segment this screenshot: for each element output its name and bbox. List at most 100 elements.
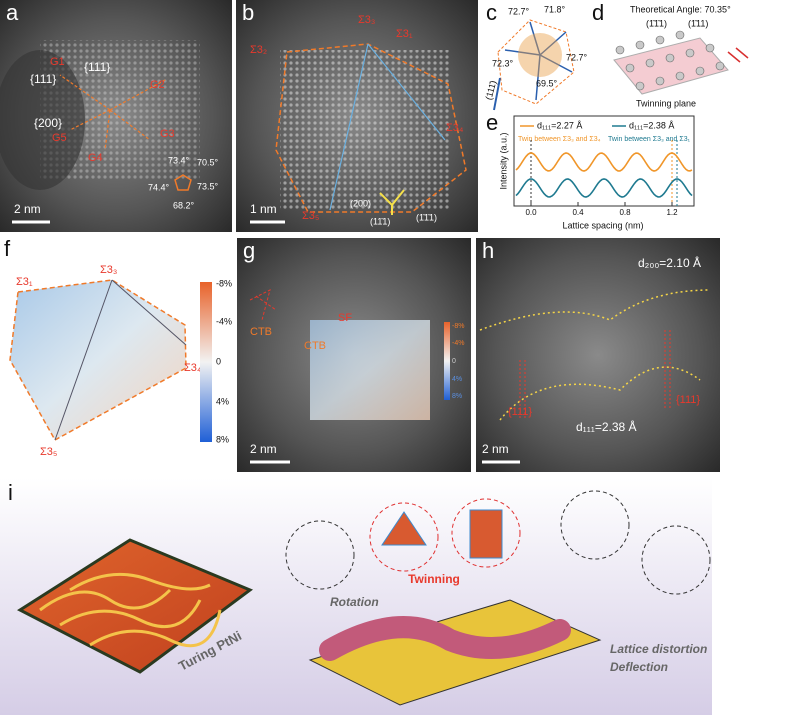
boundary bbox=[275, 43, 467, 213]
annotation: {111} bbox=[30, 72, 56, 86]
annotation: G1 bbox=[50, 56, 65, 68]
annotation: Σ3₄ bbox=[184, 362, 202, 374]
panel-label: e bbox=[486, 110, 498, 135]
colorbar-label: 0 bbox=[216, 356, 221, 366]
y-label: Intensity (a.u.) bbox=[498, 132, 508, 189]
annotation: 68.2° bbox=[173, 200, 195, 210]
direction-marker bbox=[379, 189, 405, 215]
inset bbox=[641, 525, 711, 595]
colorbar-label: 4% bbox=[216, 396, 229, 406]
annotation: 70.5° bbox=[197, 157, 219, 167]
annotation: SF bbox=[338, 312, 352, 324]
panel-i: i Turing PtNi Twinning Rotation Lattice … bbox=[0, 478, 712, 715]
colorbar-label: -8% bbox=[216, 278, 232, 288]
colorbar-label: 8% bbox=[216, 434, 229, 444]
annotation: 74.4° bbox=[148, 182, 170, 192]
colorbar-label: -4% bbox=[216, 316, 232, 326]
twinned-rod bbox=[469, 509, 503, 559]
annotation: G3 bbox=[160, 128, 175, 140]
annotation: 71.8° bbox=[544, 4, 566, 14]
panel-label: h bbox=[482, 238, 494, 263]
annotation: Σ3₁ bbox=[16, 276, 33, 288]
caption: Rotation bbox=[330, 595, 379, 609]
annotation: {111} bbox=[676, 394, 700, 406]
annotation: CTB bbox=[250, 326, 272, 338]
x-tick-label: 0.8 bbox=[619, 208, 631, 217]
annotation: 72.7° bbox=[508, 6, 530, 16]
annotation: d₁₁₁=2.38 Å bbox=[576, 419, 637, 434]
panel-label: b bbox=[242, 0, 254, 25]
panel-d: d Theoretical Angle: 70.35° (1̄1̄1) (1̄1… bbox=[592, 0, 749, 108]
panel-g: g SF CTB CTB -8% -4% 0 4% 8% 2 nm bbox=[237, 238, 471, 472]
x-tick-label: 1.2 bbox=[666, 208, 678, 217]
panel-a: a G1 {111} {111} G2 {200} G5 G3 G4 73.4°… bbox=[0, 0, 232, 232]
annotation: G5 bbox=[52, 132, 67, 144]
annotation: 73.5° bbox=[197, 181, 219, 191]
lattice-lines bbox=[519, 330, 671, 420]
annotation: G2 bbox=[150, 79, 165, 91]
annotation: Σ3₃ bbox=[100, 264, 117, 276]
colorbar-label: 4% bbox=[452, 376, 462, 383]
atom-lattice bbox=[615, 30, 725, 91]
arrow bbox=[727, 47, 749, 63]
atomic-model bbox=[504, 21, 573, 101]
panel-label: a bbox=[6, 0, 19, 25]
colorbar bbox=[444, 322, 450, 400]
annotation: Σ3₃ bbox=[358, 14, 375, 26]
lattice bbox=[280, 50, 450, 210]
annotation: (1̄1̄1) bbox=[646, 18, 667, 28]
panel-f: f Σ3₁ Σ3₃ Σ3₄ Σ3₅ -8% -4% 0 4% 8% bbox=[4, 236, 232, 458]
tem-image bbox=[476, 238, 720, 472]
colorbar-label: 8% bbox=[452, 393, 462, 400]
annotation: (200) bbox=[350, 198, 371, 208]
strain-overlay bbox=[310, 320, 430, 420]
inset bbox=[369, 502, 439, 572]
x-tick-label: 0.4 bbox=[572, 208, 584, 217]
inset bbox=[560, 490, 630, 560]
colorbar-label: 0 bbox=[452, 358, 456, 365]
annotation: Σ3₅ bbox=[302, 210, 319, 222]
twin-lines bbox=[59, 74, 166, 151]
caption: Lattice distortion bbox=[610, 642, 707, 656]
panel-label: c bbox=[486, 0, 497, 25]
annotation: (1̄1̄1) bbox=[416, 212, 437, 222]
panel-label: d bbox=[592, 0, 604, 25]
annotation: G4 bbox=[88, 152, 103, 164]
annotation: 72.7° bbox=[566, 52, 588, 62]
panel-c: c 72.7° 71.8° 72.7° 72.3° 69.5° (111̄) bbox=[484, 0, 588, 111]
panel-b: b Σ3₂ Σ3₃ Σ3₁ Σ3₄ Σ3₅ (200) (11̄1) (1̄1̄… bbox=[236, 0, 478, 232]
legend-entry: d₁₁₁=2.38 Å bbox=[629, 120, 674, 130]
annotation: Σ3₁ bbox=[396, 28, 413, 40]
inset bbox=[451, 498, 521, 568]
panel-label: f bbox=[4, 236, 11, 261]
annotation: {200} bbox=[34, 116, 62, 130]
annotation: Theoretical Angle: 70.35° bbox=[630, 4, 731, 14]
outline bbox=[497, 19, 575, 105]
panel-e: e d₁₁₁=2.27 Å d₁₁₁=2.38 Å Twin between Σ… bbox=[486, 110, 695, 230]
annotation: 69.5° bbox=[536, 78, 558, 88]
annotation: 73.4° bbox=[168, 155, 190, 165]
axis-marker bbox=[493, 77, 501, 111]
caption: Twinning bbox=[408, 572, 460, 586]
twin-lines bbox=[329, 43, 446, 211]
scale-label: 2 nm bbox=[482, 442, 509, 456]
annotation: (1̄11) bbox=[688, 18, 708, 28]
turing-film bbox=[16, 538, 254, 674]
twin-lines bbox=[249, 289, 277, 321]
annotation: Twinning plane bbox=[636, 98, 696, 108]
x-label: Lattice spacing (nm) bbox=[562, 220, 643, 230]
colorbar-label: -8% bbox=[452, 323, 464, 330]
pentagon-icon bbox=[174, 174, 192, 191]
annotation: {111} bbox=[84, 60, 110, 74]
profile-curve bbox=[515, 152, 693, 172]
annotation: 72.3° bbox=[492, 58, 514, 68]
note: Twin between Σ3₃ and Σ3₁ bbox=[608, 136, 691, 143]
annotation: Σ3₂ bbox=[250, 44, 267, 56]
caption: Deflection bbox=[610, 660, 668, 674]
annotation: {111} bbox=[508, 406, 532, 418]
twin-boundary bbox=[54, 279, 187, 441]
scale-label: 2 nm bbox=[250, 442, 277, 456]
panel-h: h d₂₀₀=2.10 Å d₁₁₁=2.38 Å {111} {111} 2 … bbox=[476, 238, 720, 472]
icosahedron bbox=[381, 511, 427, 546]
